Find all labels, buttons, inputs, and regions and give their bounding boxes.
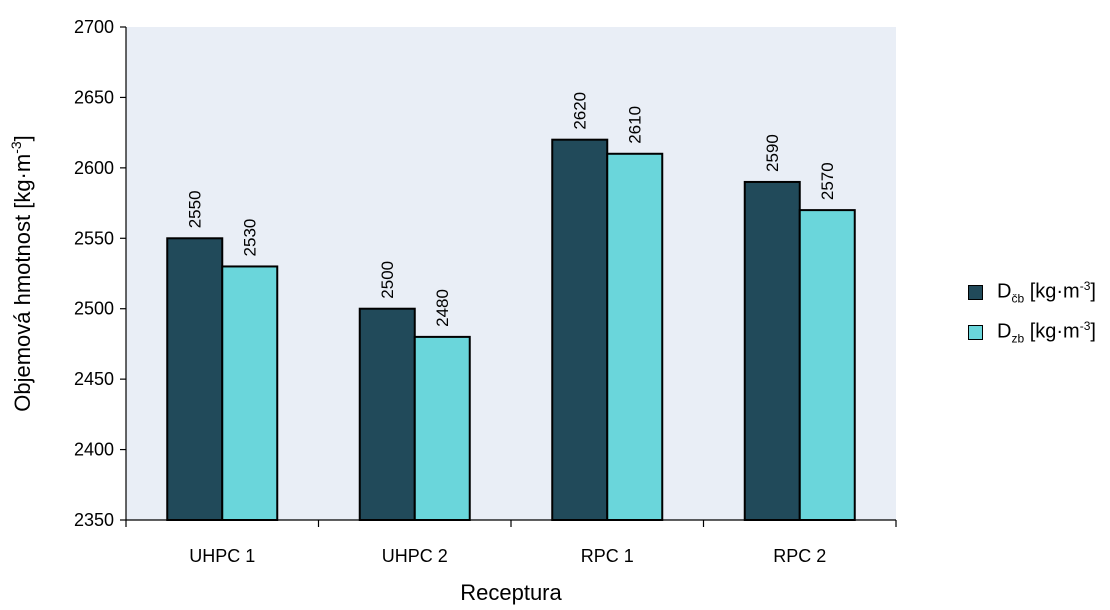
y-tick-label: 2500	[74, 299, 114, 319]
y-axis-ticks: 2350 2400 2450 2500 2550 2600 2650 2700	[74, 17, 126, 530]
y-tick-label: 2600	[74, 158, 114, 178]
y-tick-label: 2350	[74, 510, 114, 530]
legend-label-series-1: Dčb [kg·m-3]	[997, 278, 1096, 306]
bar-series-2	[221, 265, 279, 522]
legend-label-series-2: Dzb [kg·m-3]	[997, 318, 1096, 346]
legend-item-series-1: Dčb [kg·m-3]	[968, 272, 1096, 312]
bar-series-1	[551, 138, 609, 522]
data-label: 2500	[378, 261, 397, 299]
legend-swatch-series-1	[968, 284, 983, 300]
x-tick-label: UHPC 2	[382, 546, 448, 566]
bar-series-2	[413, 335, 471, 521]
data-label: 2530	[241, 219, 260, 257]
data-label: 2480	[433, 289, 452, 327]
bars	[166, 138, 856, 522]
bar-series-1	[358, 307, 416, 522]
y-tick-label: 2650	[74, 87, 114, 107]
data-label: 2620	[571, 92, 590, 130]
legend-item-series-2: Dzb [kg·m-3]	[968, 312, 1096, 352]
bar-series-2	[606, 152, 664, 521]
x-axis-title: Receptura	[460, 580, 562, 605]
y-axis-title-sup: -3	[8, 141, 24, 154]
legend: Dčb [kg·m-3] Dzb [kg·m-3]	[968, 272, 1096, 352]
y-tick-label: 2450	[74, 369, 114, 389]
y-axis-title: Objemová hmotnost [kg·m-3]	[8, 135, 35, 412]
x-tick-label: UHPC 1	[189, 546, 255, 566]
x-tick-label: RPC 2	[773, 546, 826, 566]
y-tick-label: 2700	[74, 17, 114, 37]
data-label: 2570	[818, 162, 837, 200]
data-label: 2610	[626, 106, 645, 144]
x-axis-ticks: UHPC 1 UHPC 2 RPC 1 RPC 2	[125, 520, 897, 566]
y-axis-title-close: ]	[10, 135, 35, 141]
data-labels: 2550 2530 2500 2480 2620 2610 2590 2570	[186, 92, 838, 327]
bar-series-1	[743, 180, 801, 521]
bar-series-2	[798, 209, 856, 521]
y-tick-label: 2400	[74, 440, 114, 460]
data-label: 2590	[763, 134, 782, 172]
bar-series-1	[166, 237, 224, 522]
y-axis-title-base: Objemová hmotnost [kg·m	[10, 154, 35, 412]
legend-swatch-series-2	[968, 324, 983, 340]
x-tick-label: RPC 1	[581, 546, 634, 566]
data-label: 2550	[186, 190, 205, 228]
y-tick-label: 2550	[74, 228, 114, 248]
